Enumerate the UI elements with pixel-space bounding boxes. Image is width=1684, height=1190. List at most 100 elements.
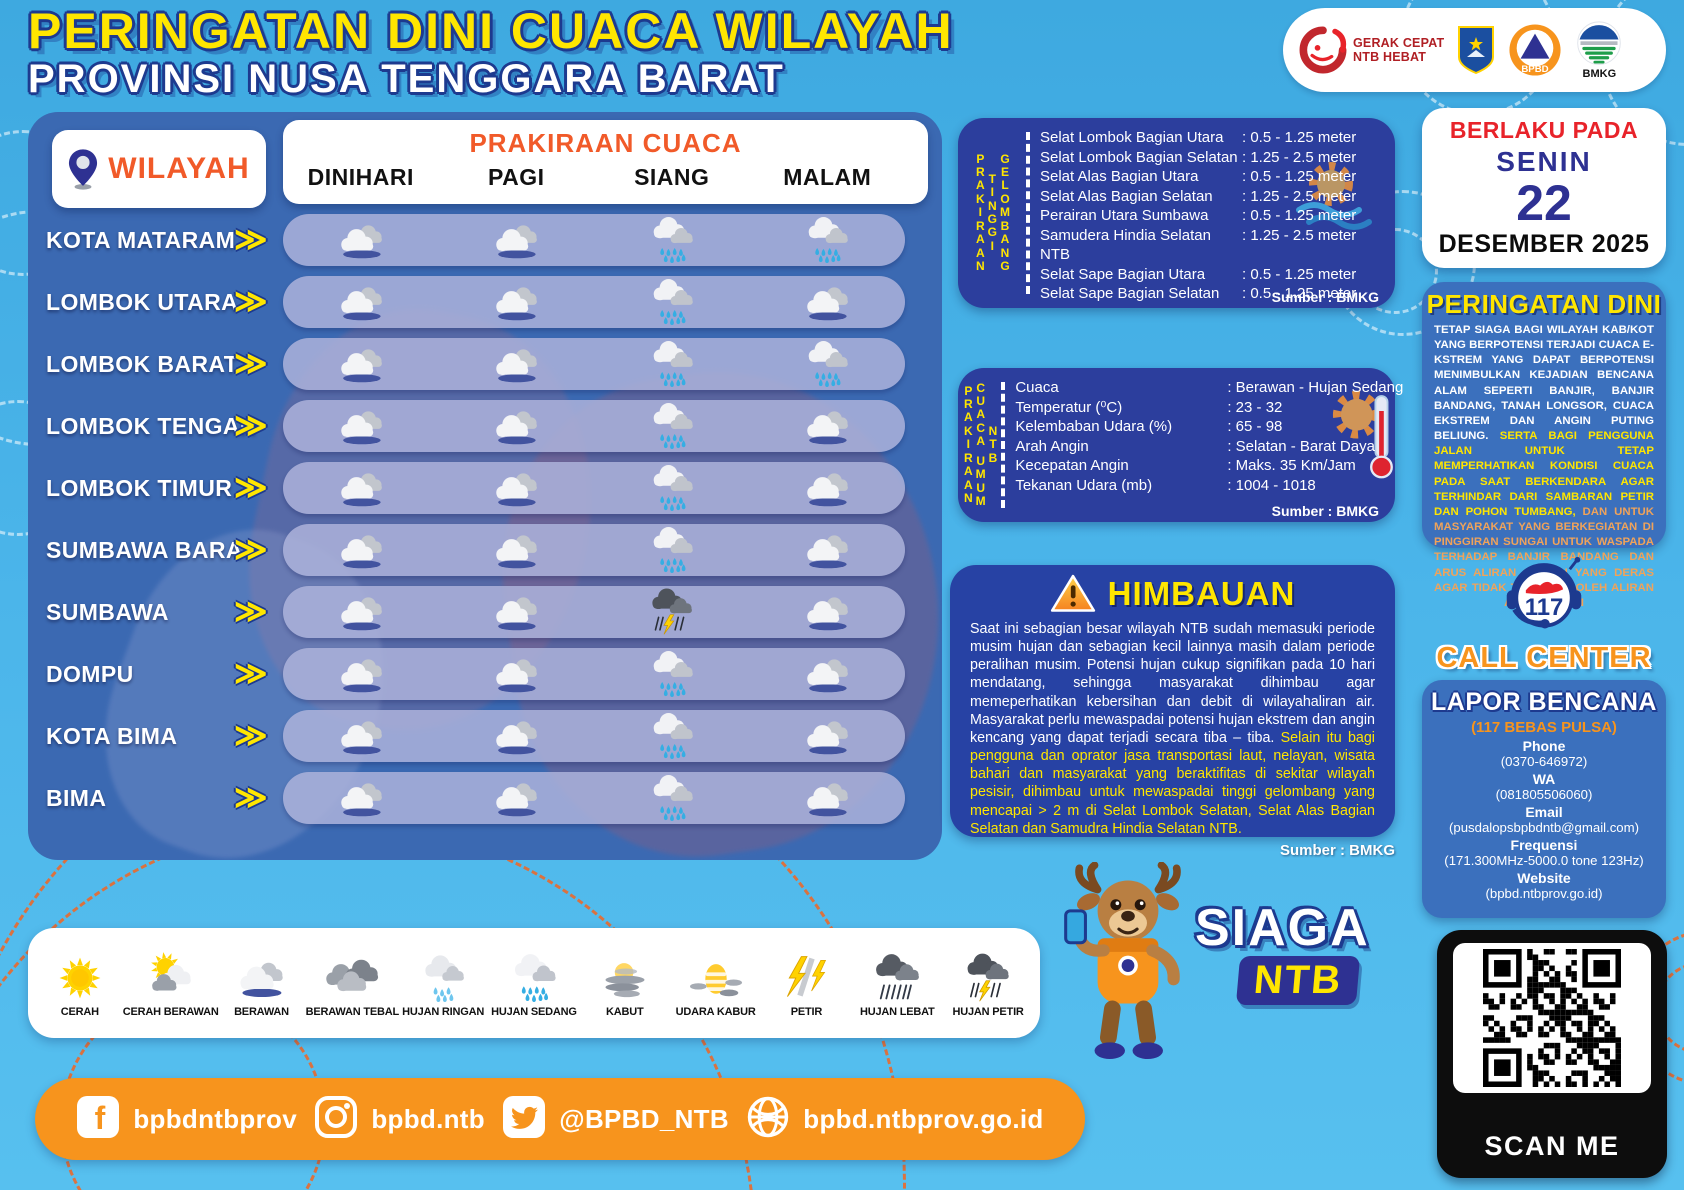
weather-cell-pagi bbox=[439, 710, 595, 762]
globe-icon bbox=[746, 1095, 790, 1144]
berawan-icon bbox=[341, 225, 382, 259]
forecast-strip bbox=[283, 400, 905, 452]
berawan-icon bbox=[341, 659, 382, 693]
wilayah-label: WILAYAH bbox=[108, 152, 250, 185]
berawan-icon bbox=[341, 597, 382, 631]
forecast-row: KOTA BIMA ≫ bbox=[28, 710, 942, 762]
berawan-icon bbox=[807, 287, 849, 321]
petir-icon bbox=[776, 948, 836, 1004]
weather-cell-pagi bbox=[439, 338, 595, 390]
weather-cell-malam bbox=[750, 586, 906, 638]
weather-cell-dinihari bbox=[283, 338, 439, 390]
forecast-row: SUMBAWA BARAT ≫ bbox=[28, 524, 942, 576]
hujan-sedang-icon bbox=[653, 341, 693, 388]
social-handle: bpbdntbprov bbox=[133, 1103, 297, 1134]
qr-code-box[interactable]: SCAN ME bbox=[1437, 930, 1667, 1178]
weather-cell-siang bbox=[594, 524, 750, 576]
double-chevron-icon: ≫ bbox=[234, 345, 268, 381]
early-warning-body: TETAP SIAGA BAGI WILAYAH KAB/KOT YANG BE… bbox=[1434, 323, 1654, 611]
wave-row: Selat Sape Bagian Utara: 0.5 - 1.25 mete… bbox=[1040, 265, 1387, 285]
wave-area-name: Samudera Hindia Selatan NTB bbox=[1040, 226, 1211, 264]
forecast-row: SUMBAWA ≫ bbox=[28, 586, 942, 638]
hujan-sedang-icon bbox=[514, 954, 556, 1002]
validity-date: 22 bbox=[1516, 175, 1572, 232]
logo-bar: GERAK CEPAT NTB HEBAT BPBD BMKG bbox=[1283, 8, 1666, 92]
weather-row: Tekanan Udara (mb): 1004 - 1018 bbox=[1015, 476, 1403, 496]
hujan-ringan-icon bbox=[413, 948, 473, 1004]
berawan-icon bbox=[341, 411, 382, 445]
social-handle: bpbd.ntb bbox=[371, 1103, 485, 1134]
contact-value[interactable]: (171.300MHz-5000.0 tone 123Hz) bbox=[1444, 853, 1644, 868]
forecast-strip bbox=[283, 586, 905, 638]
berawan-tebal-icon bbox=[322, 948, 382, 1004]
weather-cell-pagi bbox=[439, 772, 595, 824]
forecast-row: LOMBOK TENGAH ≫ bbox=[28, 400, 942, 452]
hujan-sedang-icon bbox=[504, 948, 564, 1004]
region-name: SUMBAWA bbox=[46, 599, 169, 625]
lapor-bencana-subtitle: (117 BEBAS PULSA) bbox=[1471, 719, 1617, 736]
cerah-berawan-icon bbox=[150, 952, 191, 991]
hujan-sedang-icon bbox=[653, 651, 693, 698]
double-chevron-icon: ≫ bbox=[234, 469, 268, 505]
weather-cell-dinihari bbox=[283, 772, 439, 824]
himbauan-panel: HIMBAUAN Saat ini sebagian besar wilayah… bbox=[950, 565, 1395, 837]
wave-height-value: : 1.25 - 2.5 meter bbox=[1242, 187, 1357, 205]
berawan-icon bbox=[496, 287, 538, 321]
contact-label: Email bbox=[1525, 804, 1563, 820]
weather-cell-dinihari bbox=[283, 586, 439, 638]
legend-item: HUJAN RINGAN bbox=[398, 948, 488, 1018]
social-link[interactable]: f bpbdntbprov bbox=[76, 1095, 297, 1144]
contact-value[interactable]: (bpbd.ntbprov.go.id) bbox=[1485, 886, 1603, 901]
source-label: Sumber : BMKG bbox=[1271, 289, 1379, 305]
legend-label: BERAWAN bbox=[234, 1006, 289, 1018]
contact-value[interactable]: (0370-646972) bbox=[1500, 754, 1588, 769]
legend-item: HUJAN LEBAT bbox=[852, 948, 942, 1018]
bmkg-globe-icon bbox=[1577, 21, 1622, 65]
instagram-icon bbox=[314, 1095, 358, 1144]
berawan-icon bbox=[496, 721, 538, 755]
page-title: PERINGATAN DINI CUACA WILAYAH bbox=[28, 3, 954, 59]
siaga-text: SIAGA bbox=[1195, 899, 1370, 957]
forecast-strip bbox=[283, 524, 905, 576]
legend-bar: CERAH CERAH BERAWAN BERAWAN BERAWAN TEBAL HU… bbox=[28, 928, 1040, 1038]
wave-area-name: Selat Sape Bagian Utara bbox=[1040, 265, 1206, 283]
social-link[interactable]: bpbd.ntbprov.go.id bbox=[746, 1095, 1043, 1144]
wave-area-name: Selat Alas Bagian Selatan bbox=[1040, 187, 1213, 205]
berawan-icon bbox=[807, 659, 849, 693]
ntb-badge-wrap: NTB bbox=[1235, 956, 1361, 1005]
weather-row: Kelembaban Udara (%): 65 - 98 bbox=[1015, 417, 1403, 437]
double-chevron-icon: ≫ bbox=[234, 779, 268, 815]
forecast-row: KOTA MATARAM ≫ bbox=[28, 214, 942, 266]
contact-value[interactable]: (pusdalopsbpbdntb@gmail.com) bbox=[1448, 820, 1640, 835]
forecast-panel: WILAYAH PRAKIRAAN CUACA DINIHARI PAGI SIAN… bbox=[28, 112, 942, 860]
weather-cell-pagi bbox=[439, 214, 595, 266]
social-link[interactable]: @BPBD_NTB bbox=[502, 1095, 729, 1144]
qr-code[interactable] bbox=[1453, 943, 1651, 1093]
legend-item: PETIR bbox=[761, 948, 851, 1018]
hujan-petir-icon bbox=[958, 948, 1018, 1004]
validity-day: SENIN bbox=[1496, 146, 1592, 178]
weather-cell-siang bbox=[594, 338, 750, 390]
weather-cell-siang bbox=[594, 462, 750, 514]
social-link[interactable]: bpbd.ntb bbox=[314, 1095, 485, 1144]
facebook-icon: f bbox=[76, 1095, 120, 1144]
legend-label: HUJAN PETIR bbox=[952, 1006, 1024, 1018]
weather-cell-pagi bbox=[439, 276, 595, 328]
contact-label: Phone bbox=[1522, 738, 1566, 754]
early-warning-title: PERINGATAN DINI bbox=[1426, 289, 1662, 319]
social-handle: @BPBD_NTB bbox=[559, 1103, 729, 1134]
weather-param-label: Cuaca bbox=[1015, 379, 1059, 396]
svg-text:f: f bbox=[95, 1100, 106, 1136]
hujan-sedang-icon bbox=[653, 527, 693, 574]
cerah-berawan-icon bbox=[141, 948, 201, 1004]
legend-label: PETIR bbox=[790, 1006, 823, 1018]
weather-row: Cuaca: Berawan - Hujan Sedang bbox=[1015, 378, 1403, 398]
berawan-icon bbox=[807, 783, 849, 817]
contact-value[interactable]: (081805506060) bbox=[1495, 787, 1593, 802]
call-117-icon: 117 bbox=[1506, 556, 1582, 629]
wave-height-value: : 0.5 - 1.25 meter bbox=[1242, 168, 1357, 185]
